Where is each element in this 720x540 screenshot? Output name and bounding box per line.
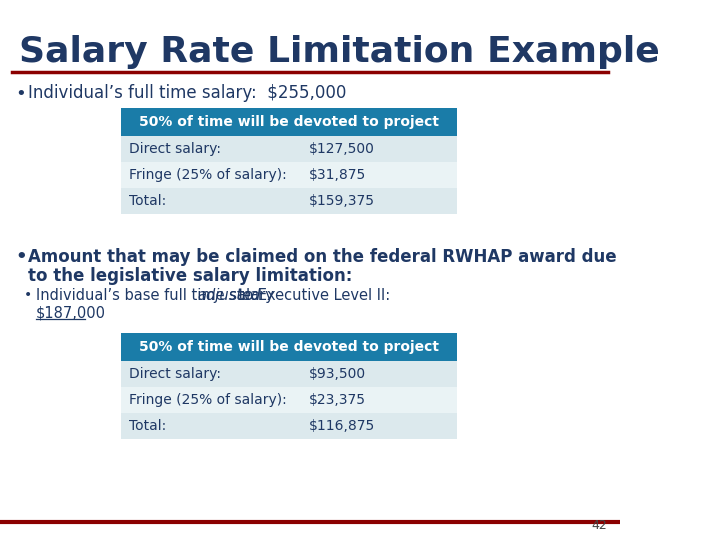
Text: •: • bbox=[16, 85, 26, 103]
FancyBboxPatch shape bbox=[120, 361, 456, 387]
FancyBboxPatch shape bbox=[120, 387, 456, 413]
Text: Individual’s base full time salary: Individual’s base full time salary bbox=[36, 288, 279, 303]
Text: 42: 42 bbox=[592, 519, 607, 532]
Text: to Executive Level II:: to Executive Level II: bbox=[234, 288, 390, 303]
Text: Amount that may be claimed on the federal RWHAP award due: Amount that may be claimed on the federa… bbox=[27, 248, 616, 266]
Text: adjusted: adjusted bbox=[197, 288, 261, 303]
FancyBboxPatch shape bbox=[120, 333, 456, 361]
Text: Fringe (25% of salary):: Fringe (25% of salary): bbox=[129, 168, 287, 182]
Text: Direct salary:: Direct salary: bbox=[129, 142, 221, 156]
Text: Individual’s full time salary:  $255,000: Individual’s full time salary: $255,000 bbox=[27, 84, 346, 102]
FancyBboxPatch shape bbox=[120, 136, 456, 162]
Text: $116,875: $116,875 bbox=[309, 419, 375, 433]
Text: $31,875: $31,875 bbox=[309, 168, 366, 182]
FancyBboxPatch shape bbox=[120, 413, 456, 439]
FancyBboxPatch shape bbox=[120, 162, 456, 188]
Text: $127,500: $127,500 bbox=[309, 142, 374, 156]
Text: •: • bbox=[24, 288, 32, 302]
Text: •: • bbox=[16, 248, 27, 266]
Text: $159,375: $159,375 bbox=[309, 194, 374, 208]
Text: Fringe (25% of salary):: Fringe (25% of salary): bbox=[129, 393, 287, 407]
FancyBboxPatch shape bbox=[120, 188, 456, 214]
Text: $23,375: $23,375 bbox=[309, 393, 366, 407]
Text: $93,500: $93,500 bbox=[309, 367, 366, 381]
Text: Salary Rate Limitation Example: Salary Rate Limitation Example bbox=[19, 35, 660, 69]
Text: Total:: Total: bbox=[129, 419, 166, 433]
Text: 50% of time will be devoted to project: 50% of time will be devoted to project bbox=[138, 340, 438, 354]
Text: Direct salary:: Direct salary: bbox=[129, 367, 221, 381]
Text: 50% of time will be devoted to project: 50% of time will be devoted to project bbox=[138, 115, 438, 129]
Text: Total:: Total: bbox=[129, 194, 166, 208]
FancyBboxPatch shape bbox=[120, 108, 456, 136]
Text: to the legislative salary limitation:: to the legislative salary limitation: bbox=[27, 267, 352, 285]
Text: $187,000: $187,000 bbox=[36, 306, 106, 321]
